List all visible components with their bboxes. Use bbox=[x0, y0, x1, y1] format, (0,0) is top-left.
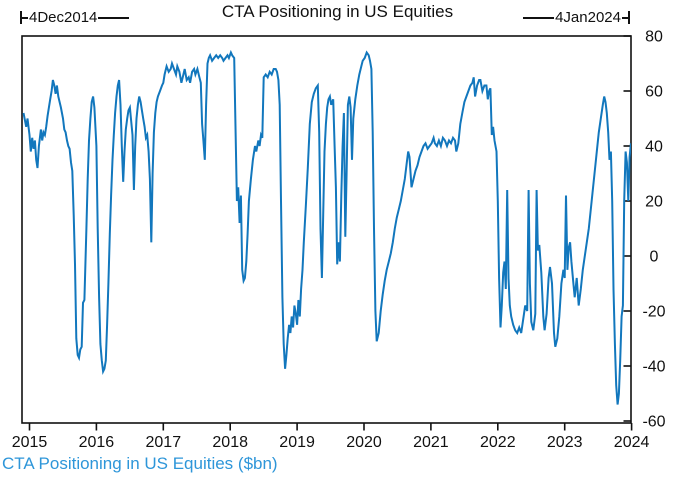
x-axis-label: 2018 bbox=[212, 434, 248, 451]
range-end-tick bbox=[628, 11, 630, 24]
end-date-label: 4Jan2024 bbox=[555, 9, 621, 26]
y-axis-label: 40 bbox=[645, 139, 663, 156]
x-axis-label: 2015 bbox=[12, 434, 48, 451]
range-start-tick bbox=[20, 11, 22, 24]
y-axis-label: 0 bbox=[650, 249, 659, 266]
range-end-line-lead bbox=[523, 16, 555, 19]
data-line bbox=[22, 49, 631, 405]
x-axis-label: 2023 bbox=[547, 434, 583, 451]
start-date-annotation: 4Dec2014 bbox=[20, 9, 130, 26]
plot-frame bbox=[21, 35, 632, 424]
y-axis-label: -40 bbox=[642, 359, 665, 376]
start-date-label: 4Dec2014 bbox=[29, 9, 98, 26]
x-axis-label: 2022 bbox=[480, 434, 516, 451]
x-axis-label: 2016 bbox=[79, 434, 115, 451]
series-caption: CTA Positioning in US Equities ($bn) bbox=[2, 454, 278, 473]
x-axis-label: 2024 bbox=[614, 434, 650, 451]
range-end-line bbox=[622, 16, 628, 19]
x-axis-label: 2020 bbox=[346, 434, 382, 451]
y-axis-label: 20 bbox=[645, 194, 663, 211]
range-start-line bbox=[22, 16, 28, 19]
end-date-annotation: 4Jan2024 bbox=[523, 9, 630, 26]
y-axis-label: -20 bbox=[642, 304, 665, 321]
y-axis-label: -60 bbox=[642, 414, 665, 431]
x-axis-label: 2019 bbox=[279, 434, 315, 451]
chart-title: CTA Positioning in US Equities bbox=[221, 2, 454, 21]
y-axis-label: 60 bbox=[645, 84, 663, 101]
x-axis-label: 2021 bbox=[413, 434, 449, 451]
y-axis-label: 80 bbox=[645, 29, 663, 46]
x-axis-label: 2017 bbox=[146, 434, 182, 451]
range-start-line-tail bbox=[98, 16, 130, 19]
